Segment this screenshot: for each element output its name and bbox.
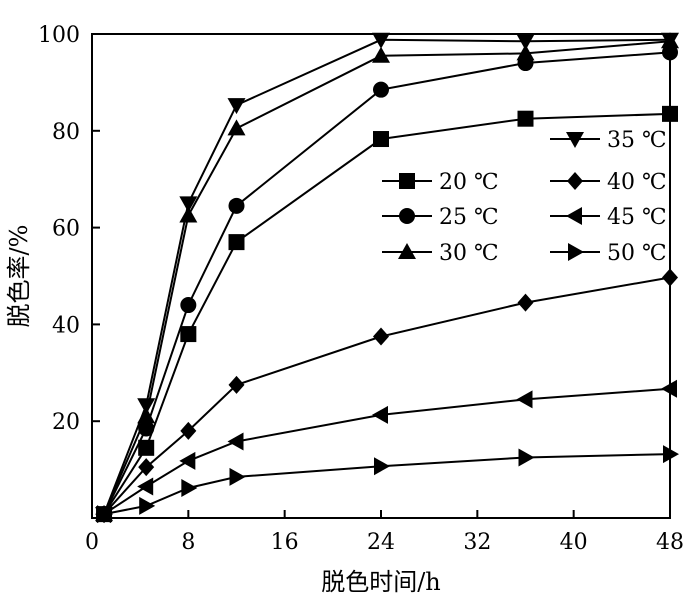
data-point-circle	[373, 81, 389, 98]
data-point-triangle-left	[661, 379, 677, 398]
legend-entry: 20 ℃	[382, 170, 499, 195]
data-point-triangle-right	[374, 457, 390, 476]
series-group	[95, 379, 677, 524]
series-line	[103, 51, 671, 515]
legend-label: 25 ℃	[439, 205, 499, 230]
data-point-square	[138, 439, 155, 456]
data-point-triangle-right	[663, 445, 679, 464]
legend-label: 30 ℃	[439, 241, 499, 266]
legend-label: 45 ℃	[607, 205, 667, 230]
series-group	[97, 445, 679, 524]
data-point-triangle-left	[227, 432, 244, 451]
data-point-circle	[180, 297, 197, 314]
data-point-diamond	[138, 458, 155, 477]
legend-label: 40 ℃	[607, 170, 667, 195]
legend-entry: 40 ℃	[550, 170, 667, 195]
plot-area-frame	[91, 33, 671, 519]
series-line	[103, 40, 671, 515]
data-point-diamond	[517, 293, 534, 312]
series-line	[103, 112, 671, 515]
legend-entry: 25 ℃	[382, 205, 499, 230]
y-axis-title: 脱色率/%	[5, 225, 33, 328]
data-point-triangle-right	[181, 478, 198, 497]
x-tick-label: 16	[271, 530, 299, 555]
data-point-triangle-up	[179, 206, 198, 223]
y-tick-label: 40	[52, 313, 80, 338]
data-point-triangle-left	[179, 451, 196, 470]
data-point-triangle-down	[227, 98, 246, 115]
legend-entry: 30 ℃	[382, 241, 499, 266]
data-point-diamond	[662, 268, 678, 287]
series-layer	[95, 32, 679, 524]
data-point-triangle-right	[97, 505, 114, 524]
y-tick-label: 60	[52, 217, 80, 242]
x-tick-label: 32	[463, 530, 491, 555]
series-group	[95, 32, 679, 524]
data-point-triangle-left	[137, 477, 154, 496]
data-point-circle	[662, 44, 678, 61]
x-tick-label: 24	[367, 530, 395, 555]
data-point-triangle-up	[372, 46, 390, 63]
data-point-triangle-left	[516, 390, 533, 409]
legend-marker-triangle-right	[568, 243, 584, 261]
x-tick-label: 8	[181, 530, 195, 555]
data-point-triangle-down	[179, 196, 198, 213]
data-point-triangle-down	[137, 398, 156, 415]
x-tick-label: 40	[560, 530, 588, 555]
legend-entry: 50 ℃	[550, 241, 667, 266]
legend-entry: 35 ℃	[550, 128, 667, 153]
legend-marker-triangle-down	[566, 132, 584, 148]
series-group	[95, 32, 679, 522]
data-point-square	[228, 234, 245, 251]
data-point-triangle-up	[227, 119, 246, 136]
legend-marker-diamond	[567, 172, 583, 190]
data-point-triangle-down	[661, 32, 679, 49]
legend-label: 50 ℃	[607, 241, 667, 266]
data-point-square	[180, 326, 197, 343]
x-tick-label: 48	[656, 530, 684, 555]
data-point-triangle-down	[516, 34, 535, 51]
legend-marker-triangle-up	[398, 243, 416, 259]
y-tick-label: 100	[38, 23, 80, 48]
x-tick-label: 0	[85, 530, 99, 555]
y-tick-label: 80	[52, 120, 80, 145]
data-point-triangle-right	[518, 448, 535, 467]
legend-label: 20 ℃	[439, 170, 499, 195]
data-point-diamond	[228, 375, 245, 394]
y-tick-label: 20	[52, 410, 80, 435]
data-point-triangle-right	[229, 467, 246, 486]
data-point-circle	[228, 197, 245, 214]
data-point-diamond	[373, 327, 389, 346]
data-point-square	[373, 131, 389, 148]
legend-marker-triangle-left	[566, 207, 582, 225]
data-point-triangle-right	[139, 496, 156, 515]
legend-marker-circle	[399, 208, 415, 224]
ticks-layer: 0 8 16 24 32 40 48 20 40 60 80 100	[38, 23, 684, 555]
legend: 20 ℃ 25 ℃ 30 ℃ 35 ℃ 40 ℃ 45 ℃ 50 ℃	[382, 128, 667, 266]
legend-entry: 45 ℃	[550, 205, 667, 230]
data-point-diamond	[180, 421, 197, 440]
data-point-triangle-left	[372, 405, 388, 424]
data-point-triangle-down	[372, 32, 390, 49]
data-point-square	[662, 105, 678, 122]
series-line	[103, 38, 671, 515]
legend-marker-square	[399, 173, 415, 189]
legend-label: 35 ℃	[607, 128, 667, 153]
data-point-triangle-up	[516, 44, 535, 61]
x-axis-title: 脱色时间/h	[321, 568, 441, 596]
data-point-square	[517, 110, 534, 127]
